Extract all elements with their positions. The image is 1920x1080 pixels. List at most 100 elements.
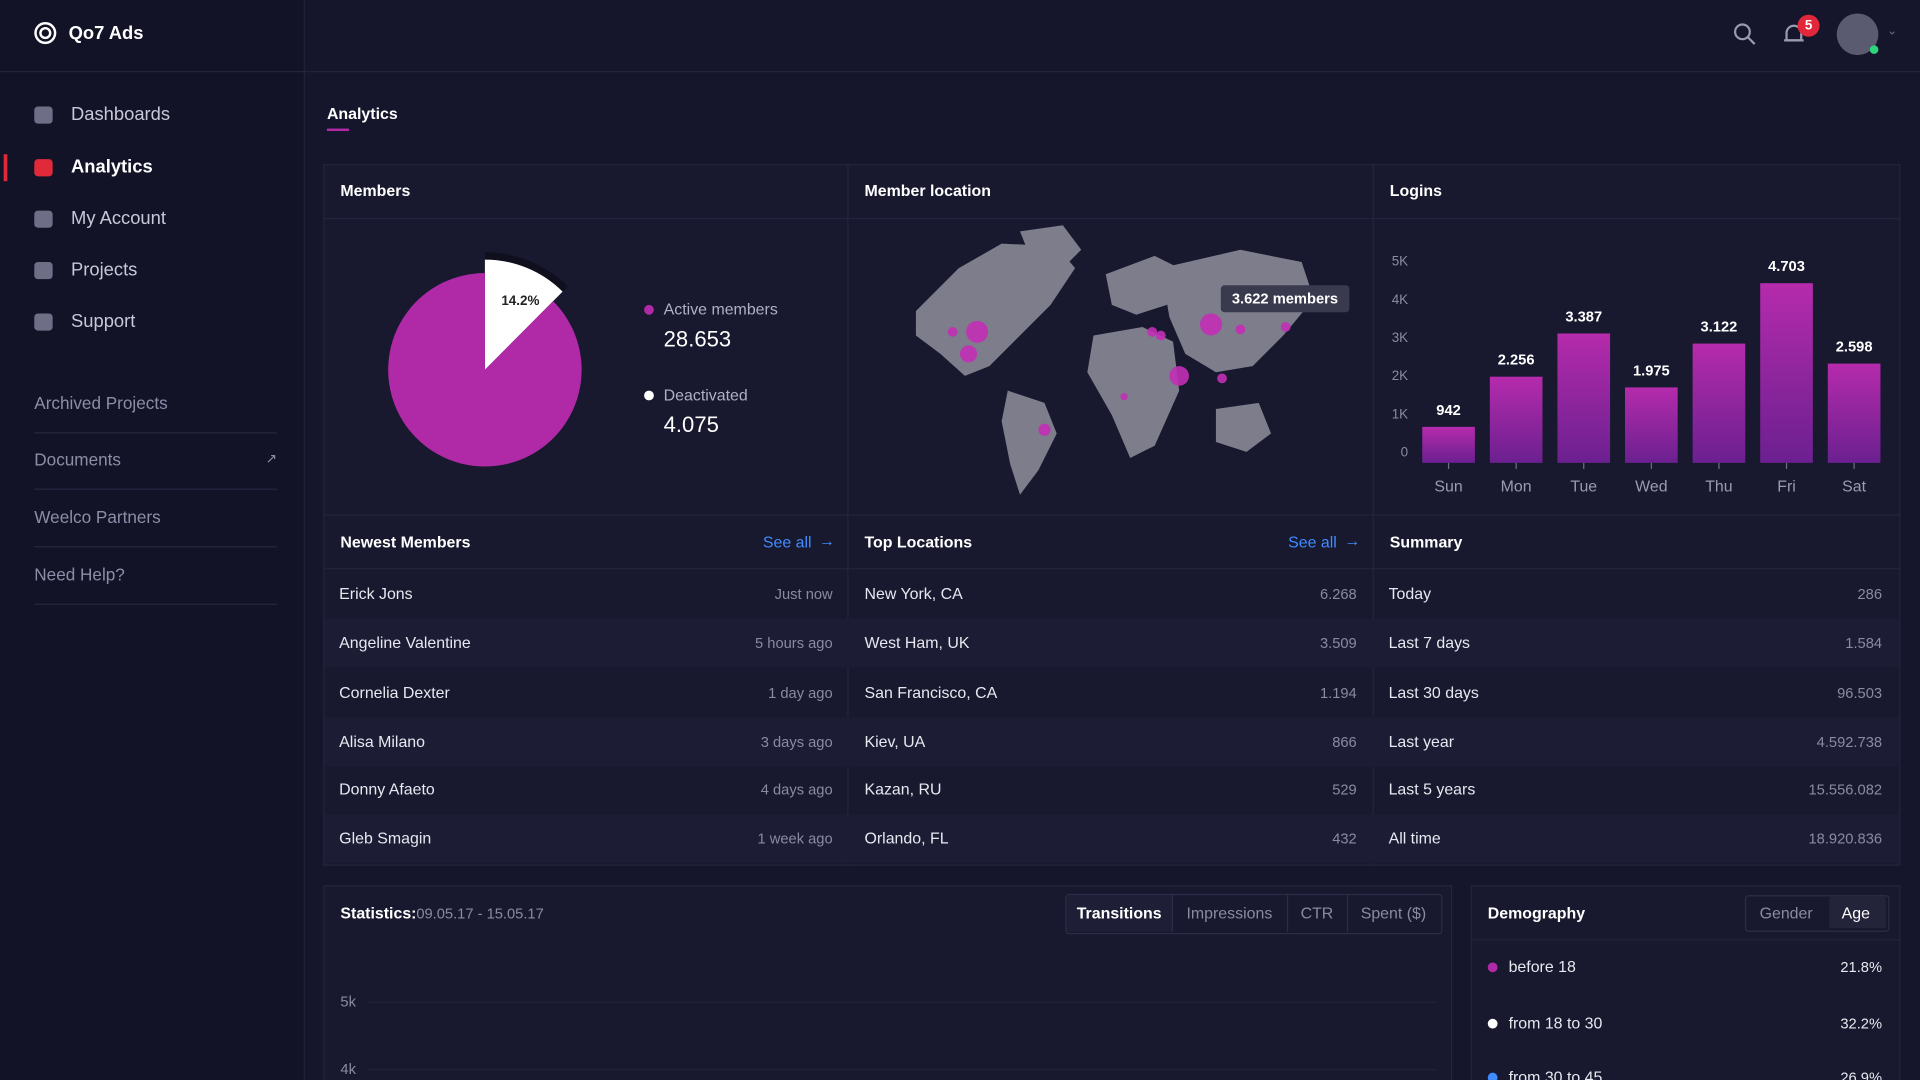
row-label: Cornelia Dexter (339, 683, 450, 702)
row-label: Angeline Valentine (339, 633, 471, 652)
secondary-nav-item[interactable]: Documents (34, 449, 121, 469)
row-value: 1 week ago (757, 830, 833, 848)
nav-icon (34, 313, 53, 331)
value-label: 2.256 (1498, 353, 1535, 369)
see-all-link[interactable]: See all (762, 532, 812, 552)
row-label: Today (1388, 584, 1432, 603)
legend-dot (1487, 1072, 1498, 1080)
arrow-icon[interactable]: → (819, 531, 836, 550)
row-stripe (324, 618, 850, 668)
tab-group (1065, 893, 1443, 935)
row-value: 4.592.738 (1816, 733, 1883, 751)
demography-label: before 18 (1508, 957, 1576, 976)
row-stripe (1373, 618, 1900, 668)
search-icon[interactable] (1733, 22, 1757, 46)
divider (323, 568, 1901, 570)
demography-panel (1470, 885, 1901, 1080)
y-tick-label: 4K (1392, 292, 1408, 307)
tab[interactable]: Spent ($) (1360, 903, 1427, 923)
row-value: 3.509 (1319, 634, 1357, 652)
grid-line (367, 1068, 1436, 1071)
demography-label: from 18 to 30 (1508, 1013, 1603, 1033)
row-value: 432 (1332, 830, 1357, 848)
pie-slice (484, 259, 563, 370)
value-label: 2.598 (1836, 340, 1873, 356)
divider (323, 217, 1901, 220)
panel-title: Newest Members (340, 532, 471, 552)
divider (847, 164, 849, 866)
demography-label: from 30 to 45 (1508, 1067, 1603, 1080)
row-value: 96.503 (1837, 684, 1883, 702)
header-divider (0, 71, 1920, 73)
y-tick-label: 4k (340, 1060, 356, 1078)
nav-icon (34, 210, 53, 228)
nav-icon (34, 262, 53, 280)
map-tooltip: 3.622 members (1220, 285, 1350, 313)
x-tick-label: Sat (1842, 479, 1866, 496)
panel-title: Members (340, 181, 411, 200)
row-value: Just now (774, 585, 833, 603)
row-value: 3 days ago (760, 733, 833, 751)
row-value: 866 (1332, 733, 1357, 751)
demography-value: 21.8% (1840, 958, 1883, 976)
breadcrumb: Analytics (326, 104, 398, 123)
row-label: Gleb Smagin (339, 828, 432, 848)
tab[interactable]: Transitions (1066, 895, 1174, 932)
row-label: New York, CA (864, 584, 963, 603)
row-label: Last 5 years (1388, 780, 1476, 799)
bar (1625, 387, 1678, 463)
bar (1422, 426, 1475, 463)
world-map (915, 225, 1314, 495)
legend-dot (1487, 1018, 1498, 1029)
toggle-option[interactable]: Gender (1759, 903, 1813, 923)
arrow-icon[interactable]: → (1344, 531, 1361, 550)
secondary-nav-item[interactable]: Weelco Partners (34, 506, 161, 527)
secondary-nav-item[interactable]: Archived Projects (34, 393, 168, 413)
see-all-link[interactable]: See all (1288, 532, 1337, 552)
row-label: Kazan, RU (864, 780, 942, 799)
divider (34, 546, 277, 548)
logo-icon (34, 22, 57, 45)
nav-item[interactable]: My Account (71, 208, 166, 229)
logins-chart: 0 1K 2K 3K 4K 5K 942 Sun 2.256 Mon 3.387 Tue 1.975 We… (1392, 254, 1881, 496)
toggle-option[interactable]: Age (1841, 903, 1870, 923)
bar (1827, 363, 1881, 463)
secondary-nav-item[interactable]: Need Help? (34, 564, 125, 585)
bar (1489, 376, 1543, 463)
bar (1557, 333, 1611, 463)
panel-title: Top Locations (864, 532, 973, 552)
nav-item[interactable]: Support (71, 311, 136, 332)
bar (1692, 343, 1746, 463)
active-indicator (3, 154, 8, 182)
online-dot (1869, 45, 1879, 54)
external-icon: ↗ (265, 451, 278, 467)
row-stripe (1373, 717, 1900, 767)
statistics-title: Statistics: (340, 903, 417, 923)
divider (1372, 164, 1374, 866)
notification-badge: 5 (1797, 14, 1820, 37)
row-stripe (849, 717, 1374, 767)
nav-item[interactable]: Projects (71, 259, 138, 281)
divider (34, 603, 277, 605)
row-label: Donny Afaeto (339, 780, 435, 799)
avatar-caret[interactable]: ⌄ (1886, 24, 1898, 38)
row-stripe (849, 814, 1374, 864)
panel-title: Logins (1389, 181, 1442, 200)
row-stripe (324, 814, 850, 864)
slice-label: 14.2% (501, 293, 539, 308)
row-value: 6.268 (1319, 585, 1357, 603)
tab[interactable]: Impressions (1172, 895, 1289, 932)
tab[interactable]: CTR (1287, 895, 1349, 932)
x-tick-label: Fri (1777, 479, 1796, 496)
nav-item[interactable]: Dashboards (71, 104, 171, 125)
app-name: Qo7 Ads (68, 23, 144, 45)
nav-item[interactable]: Analytics (71, 156, 153, 178)
divider (34, 488, 277, 490)
divider (1470, 939, 1901, 941)
row-stripe (849, 618, 1374, 668)
value-label: 3.122 (1701, 320, 1738, 336)
legend-dot (644, 390, 654, 401)
pie-slice (388, 273, 582, 467)
row-value: 529 (1332, 781, 1357, 799)
